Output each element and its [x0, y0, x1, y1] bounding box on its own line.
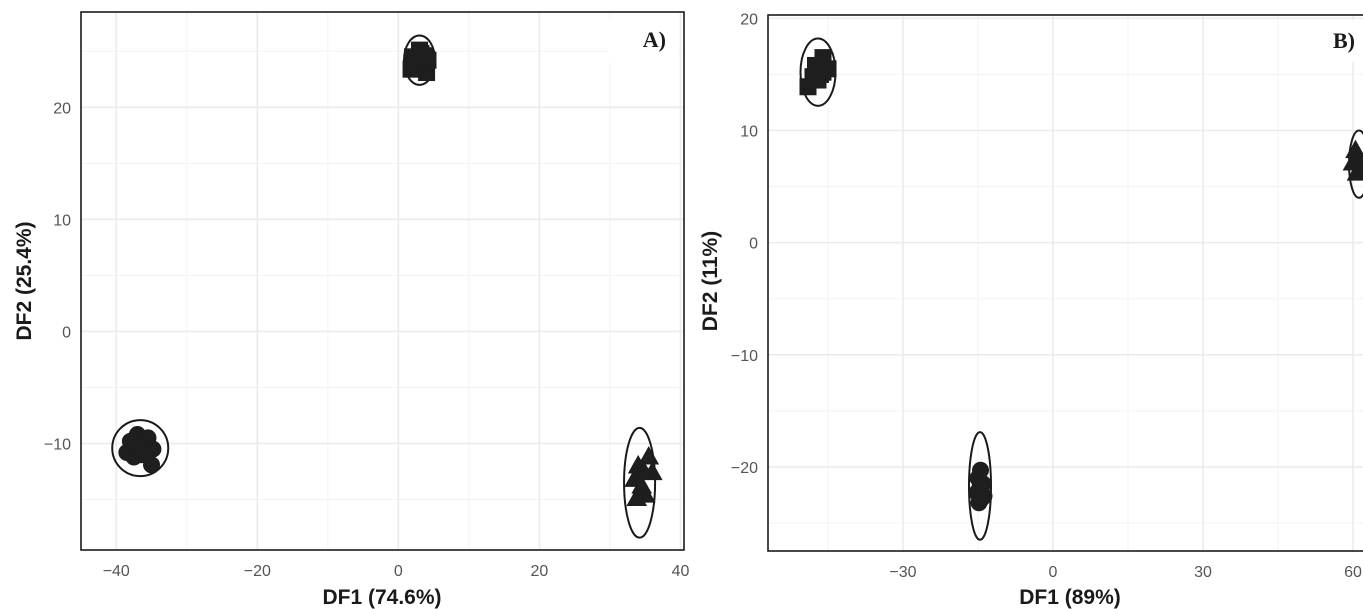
y-tick-label: −10 — [44, 437, 71, 454]
ellipses-b — [799, 37, 1363, 541]
points-a — [118, 41, 663, 506]
plot-a-svg: A) −40 −20 0 20 40 −10 0 10 20 DF1 (74.6%) DF2 … — [13, 11, 690, 609]
y-axis-title-a: DF2 (25.4%) — [13, 221, 36, 340]
panel-label-bg-a — [608, 20, 678, 62]
plot-frame-a — [80, 11, 685, 551]
x-tick-labels-a: −40 −20 0 20 40 — [103, 563, 690, 580]
x-tick-label: −30 — [889, 564, 916, 581]
triangle-point — [1350, 155, 1363, 174]
x-tick-label: 20 — [531, 563, 549, 580]
triangle-point — [638, 445, 660, 465]
y-axis-title-b: DF2 (11%) — [700, 231, 722, 331]
confidence-ellipse-circle — [111, 419, 170, 478]
x-tick-label: −40 — [103, 563, 130, 580]
x-tick-labels-b: −30 0 30 60 — [889, 564, 1362, 581]
grid-b — [768, 15, 1363, 551]
panel-label-bg-b — [1300, 20, 1363, 62]
panel-b: B) −30 0 30 60 −20 −10 0 10 20 DF1 (89%) DF2 (1… — [700, 0, 1363, 609]
triangle-point — [626, 487, 648, 506]
x-tick-label: 60 — [1344, 564, 1362, 581]
square-point — [416, 47, 434, 65]
ellipses-a — [111, 34, 657, 539]
square-point — [814, 63, 832, 81]
x-tick-label: 40 — [672, 563, 690, 580]
circle-point — [144, 440, 162, 458]
y-tick-labels-a: −10 0 10 20 — [44, 100, 71, 453]
confidence-ellipse-triangle — [623, 426, 657, 539]
panel-label-a: A) — [643, 27, 666, 52]
y-tick-label: 20 — [53, 100, 71, 117]
triangle-point — [633, 460, 655, 480]
grid-a — [81, 12, 684, 550]
y-tick-label: 10 — [740, 123, 758, 140]
points-b — [799, 49, 1363, 512]
circle-point — [971, 478, 989, 496]
panel-label-b: B) — [1333, 28, 1355, 53]
y-tick-label: 0 — [749, 236, 758, 253]
x-tick-label: 30 — [1194, 564, 1212, 581]
plot-b-svg: B) −30 0 30 60 −20 −10 0 10 20 DF1 (89%) DF2 (1… — [700, 11, 1363, 609]
panel-a: A) −40 −20 0 20 40 −10 0 10 20 DF1 (74.6%) DF2 … — [13, 11, 690, 609]
x-tick-label: 0 — [1049, 564, 1058, 581]
y-tick-label: 10 — [53, 212, 71, 229]
y-tick-label: −10 — [731, 348, 758, 365]
circle-point — [127, 435, 145, 453]
y-tick-label: 0 — [62, 324, 71, 341]
y-tick-label: −20 — [731, 460, 758, 477]
x-tick-label: −20 — [244, 563, 271, 580]
x-axis-title-a: DF1 (74.6%) — [322, 586, 441, 609]
y-tick-labels-b: −20 −10 0 10 20 — [731, 11, 758, 477]
y-tick-label: 20 — [740, 11, 758, 28]
plot-frame-b — [767, 14, 1363, 552]
x-axis-title-b: DF1 (89%) — [1019, 586, 1121, 609]
x-tick-label: 0 — [394, 563, 403, 580]
